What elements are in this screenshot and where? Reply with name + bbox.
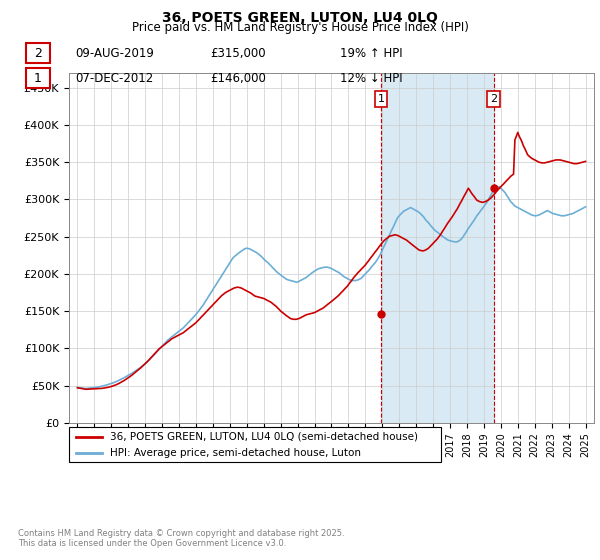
Text: 36, POETS GREEN, LUTON, LU4 0LQ: 36, POETS GREEN, LUTON, LU4 0LQ <box>162 11 438 25</box>
FancyBboxPatch shape <box>69 427 441 462</box>
Text: 19% ↑ HPI: 19% ↑ HPI <box>340 46 403 60</box>
Text: 2: 2 <box>34 46 42 60</box>
Text: Price paid vs. HM Land Registry's House Price Index (HPI): Price paid vs. HM Land Registry's House … <box>131 21 469 34</box>
Text: 1: 1 <box>377 94 385 104</box>
Text: 1: 1 <box>34 72 42 85</box>
FancyBboxPatch shape <box>26 43 50 63</box>
Text: £315,000: £315,000 <box>210 46 266 60</box>
Bar <box>381 73 494 423</box>
Text: 36, POETS GREEN, LUTON, LU4 0LQ (semi-detached house): 36, POETS GREEN, LUTON, LU4 0LQ (semi-de… <box>110 432 418 442</box>
Text: Contains HM Land Registry data © Crown copyright and database right 2025.
This d: Contains HM Land Registry data © Crown c… <box>18 529 344 548</box>
FancyBboxPatch shape <box>26 68 50 88</box>
Text: 12% ↓ HPI: 12% ↓ HPI <box>340 72 403 85</box>
Text: £146,000: £146,000 <box>210 72 266 85</box>
Text: 2: 2 <box>490 94 497 104</box>
Text: 07-DEC-2012: 07-DEC-2012 <box>75 72 153 85</box>
Text: 09-AUG-2019: 09-AUG-2019 <box>75 46 154 60</box>
Text: HPI: Average price, semi-detached house, Luton: HPI: Average price, semi-detached house,… <box>110 448 361 458</box>
